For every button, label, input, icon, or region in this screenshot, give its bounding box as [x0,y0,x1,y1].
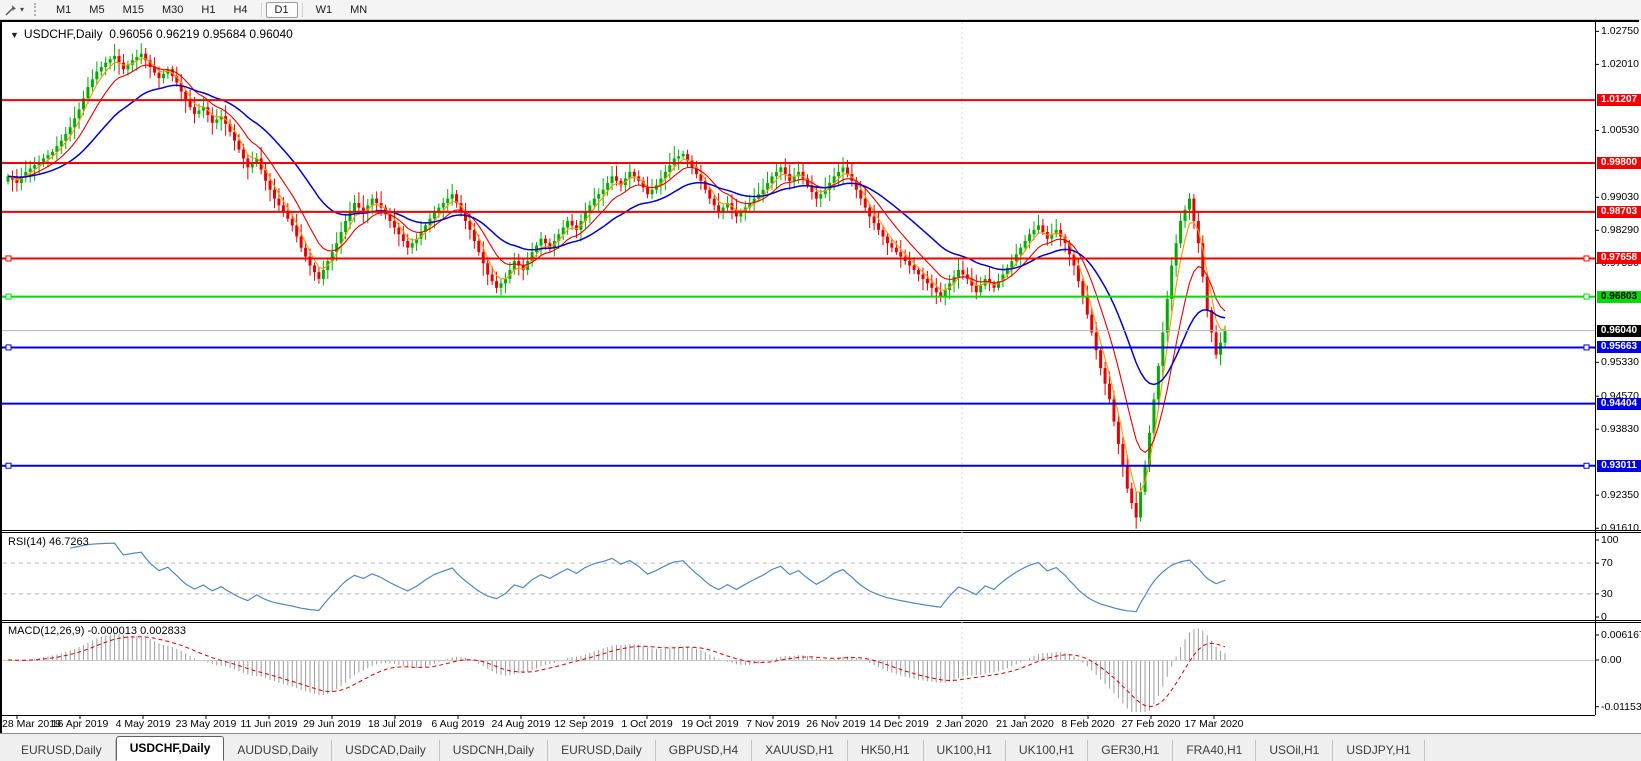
chart-window[interactable] [0,20,1639,733]
timeframe-button-group: M1 M5 M15 M30 H1 H4 D1 W1 MN [47,1,376,18]
toolbar-separator [301,2,303,17]
chart-tab-uk100-h1[interactable]: UK100,H1 [1006,740,1089,761]
chart-tab-usdjpy-h1[interactable]: USDJPY,H1 [1333,740,1425,761]
timeframe-button-m15[interactable]: M15 [122,3,144,16]
toolbar-grip-handle[interactable] [34,3,39,16]
timeframe-button-m1[interactable]: M1 [56,3,72,16]
chart-tab-eurusd-daily[interactable]: EURUSD,Daily [8,740,116,761]
timeframe-button-w1[interactable]: W1 [315,3,333,16]
chart-tab-hk50-h1[interactable]: HK50,H1 [848,740,924,761]
timeframe-button-d1[interactable]: D1 [265,1,298,18]
timeframe-button-m5[interactable]: M5 [89,3,105,16]
top-toolbar: ▾ M1 M5 M15 M30 H1 H4 D1 W1 MN [0,0,1641,20]
chart-tab-bar: EURUSD,Daily USDCHF,Daily AUDUSD,Daily USDC… [0,733,1641,761]
crosshair-cursor-icon [5,4,16,15]
chart-tab-usdcad-daily[interactable]: USDCAD,Daily [332,740,440,761]
chart-tab-xauusd-h1[interactable]: XAUUSD,H1 [752,740,848,761]
chart-tab-eurusd-daily[interactable]: EURUSD,Daily [548,740,656,761]
chart-tab-usoil-h1[interactable]: USOil,H1 [1256,740,1334,761]
chart-tab-usdcnh-daily[interactable]: USDCNH,Daily [440,740,549,761]
chart-tab-uk100-h1[interactable]: UK100,H1 [924,740,1006,761]
chevron-down-icon[interactable]: ▾ [20,5,25,14]
cursor-tool-button[interactable]: ▾ [0,3,28,17]
chart-tab-ger30-h1[interactable]: GER30,H1 [1088,740,1174,761]
chart-tab-fra40-h1[interactable]: FRA40,H1 [1173,740,1257,761]
timeframe-button-mn[interactable]: MN [350,3,368,16]
chart-tab-usdchf-daily[interactable]: USDCHF,Daily [115,736,225,761]
chart-tab-gbpusd-h4[interactable]: GBPUSD,H4 [656,740,753,761]
timeframe-button-h1[interactable]: H1 [201,3,216,16]
toolbar-separator [260,2,262,17]
timeframe-button-m30[interactable]: M30 [161,3,184,16]
timeframe-button-h4[interactable]: H4 [233,3,248,16]
chart-tab-audusd-daily[interactable]: AUDUSD,Daily [224,740,333,761]
